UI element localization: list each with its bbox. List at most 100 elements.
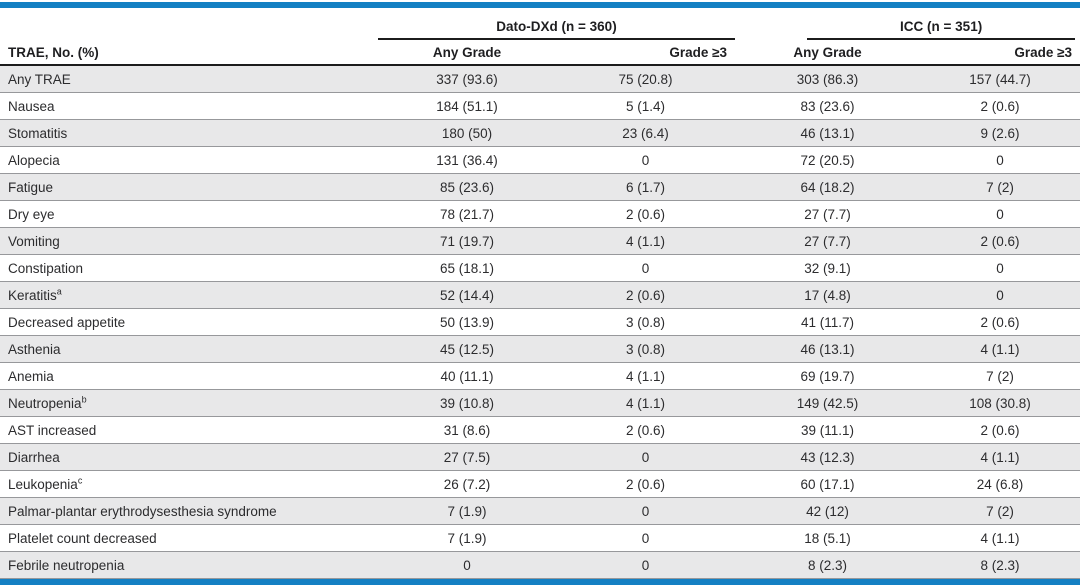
value-cell: 0 <box>920 281 1080 309</box>
table-row: Asthenia 45 (12.5) 3 (0.8) 46 (13.1) 4 (1.1) <box>0 335 1080 363</box>
trae-label: Stomatitis <box>0 119 378 147</box>
value-cell: 31 (8.6) <box>378 416 556 444</box>
table-row: Vomiting 71 (19.7) 4 (1.1) 27 (7.7) 2 (0.6) <box>0 227 1080 255</box>
value-cell: 0 <box>556 254 735 282</box>
value-cell: 7 (1.9) <box>378 497 556 525</box>
trae-label: Diarrhea <box>0 443 378 471</box>
table-row: Dry eye 78 (21.7) 2 (0.6) 27 (7.7) 0 <box>0 200 1080 228</box>
table-row: Diarrhea 27 (7.5) 0 43 (12.3) 4 (1.1) <box>0 443 1080 471</box>
value-cell: 0 <box>556 524 735 552</box>
group-header-spacer <box>0 8 378 40</box>
value-cell: 8 (2.3) <box>920 551 1080 579</box>
value-cell: 5 (1.4) <box>556 92 735 120</box>
value-cell: 7 (1.9) <box>378 524 556 552</box>
table-row: Neutropeniab 39 (10.8) 4 (1.1) 149 (42.5) 10… <box>0 389 1080 417</box>
value-cell: 78 (21.7) <box>378 200 556 228</box>
trae-label: Leukopeniac <box>0 470 378 498</box>
value-cell: 52 (14.4) <box>378 281 556 309</box>
value-cell: 3 (0.8) <box>556 308 735 336</box>
value-cell: 337 (93.6) <box>378 64 556 93</box>
value-cell: 72 (20.5) <box>735 146 920 174</box>
table-row: Constipation 65 (18.1) 0 32 (9.1) 0 <box>0 254 1080 282</box>
value-cell: 2 (0.6) <box>556 470 735 498</box>
trae-label: Platelet count decreased <box>0 524 378 552</box>
value-cell: 27 (7.7) <box>735 227 920 255</box>
trae-table-body: Any TRAE 337 (93.6) 75 (20.8) 303 (86.3) 157… <box>0 64 1080 579</box>
trae-label: Fatigue <box>0 173 378 201</box>
value-cell: 27 (7.7) <box>735 200 920 228</box>
value-cell: 2 (0.6) <box>920 308 1080 336</box>
table-row: Fatigue 85 (23.6) 6 (1.7) 64 (18.2) 7 (2) <box>0 173 1080 201</box>
table-row: Decreased appetite 50 (13.9) 3 (0.8) 41 (11… <box>0 308 1080 336</box>
row-header-label: TRAE, No. (%) <box>0 40 378 66</box>
value-cell: 83 (23.6) <box>735 92 920 120</box>
value-cell: 2 (0.6) <box>920 227 1080 255</box>
group-header-row: Dato-DXd (n = 360) ICC (n = 351) <box>0 8 1080 40</box>
value-cell: 85 (23.6) <box>378 173 556 201</box>
group-header-dato-dxd-label: Dato-DXd (n = 360) <box>378 19 735 40</box>
value-cell: 2 (0.6) <box>556 200 735 228</box>
value-cell: 7 (2) <box>920 362 1080 390</box>
value-cell: 65 (18.1) <box>378 254 556 282</box>
value-cell: 2 (0.6) <box>556 281 735 309</box>
value-cell: 4 (1.1) <box>556 362 735 390</box>
value-cell: 45 (12.5) <box>378 335 556 363</box>
trae-label: AST increased <box>0 416 378 444</box>
trae-table: Dato-DXd (n = 360) ICC (n = 351) TRAE, N… <box>0 8 1080 579</box>
value-cell: 9 (2.6) <box>920 119 1080 147</box>
value-cell: 303 (86.3) <box>735 64 920 93</box>
trae-label: Nausea <box>0 92 378 120</box>
trae-label: Palmar-plantar erythrodysesthesia syndro… <box>0 497 378 525</box>
value-cell: 40 (11.1) <box>378 362 556 390</box>
value-cell: 39 (10.8) <box>378 389 556 417</box>
value-cell: 69 (19.7) <box>735 362 920 390</box>
value-cell: 0 <box>556 497 735 525</box>
value-cell: 75 (20.8) <box>556 64 735 93</box>
value-cell: 43 (12.3) <box>735 443 920 471</box>
value-cell: 32 (9.1) <box>735 254 920 282</box>
value-cell: 0 <box>556 146 735 174</box>
trae-label: Dry eye <box>0 200 378 228</box>
value-cell: 7 (2) <box>920 173 1080 201</box>
footnote-marker: c <box>77 475 83 485</box>
value-cell: 184 (51.1) <box>378 92 556 120</box>
value-cell: 0 <box>920 146 1080 174</box>
table-row: Palmar-plantar erythrodysesthesia syndro… <box>0 497 1080 525</box>
footnote-marker: b <box>81 394 87 404</box>
col-header-icc-grade3: Grade ≥3 <box>920 40 1080 66</box>
value-cell: 24 (6.8) <box>920 470 1080 498</box>
table-row: Alopecia 131 (36.4) 0 72 (20.5) 0 <box>0 146 1080 174</box>
top-accent-bar <box>0 2 1080 8</box>
value-cell: 2 (0.6) <box>556 416 735 444</box>
value-cell: 23 (6.4) <box>556 119 735 147</box>
value-cell: 2 (0.6) <box>920 416 1080 444</box>
trae-label: Decreased appetite <box>0 308 378 336</box>
value-cell: 46 (13.1) <box>735 119 920 147</box>
table-row: AST increased 31 (8.6) 2 (0.6) 39 (11.1) 2 (… <box>0 416 1080 444</box>
group-header-dato-dxd: Dato-DXd (n = 360) <box>378 8 735 40</box>
value-cell: 8 (2.3) <box>735 551 920 579</box>
value-cell: 0 <box>556 551 735 579</box>
value-cell: 42 (12) <box>735 497 920 525</box>
table-row: Febrile neutropenia 0 0 8 (2.3) 8 (2.3) <box>0 551 1080 579</box>
value-cell: 64 (18.2) <box>735 173 920 201</box>
table-header: Dato-DXd (n = 360) ICC (n = 351) TRAE, N… <box>0 8 1080 66</box>
bottom-accent-bar <box>0 579 1080 585</box>
table-row: Nausea 184 (51.1) 5 (1.4) 83 (23.6) 2 (0.6) <box>0 92 1080 120</box>
footnote-marker: a <box>56 286 62 296</box>
value-cell: 71 (19.7) <box>378 227 556 255</box>
value-cell: 108 (30.8) <box>920 389 1080 417</box>
value-cell: 131 (36.4) <box>378 146 556 174</box>
value-cell: 46 (13.1) <box>735 335 920 363</box>
value-cell: 157 (44.7) <box>920 64 1080 93</box>
value-cell: 4 (1.1) <box>556 389 735 417</box>
trae-label: Asthenia <box>0 335 378 363</box>
table-row: Leukopeniac 26 (7.2) 2 (0.6) 60 (17.1) 24 (6… <box>0 470 1080 498</box>
value-cell: 41 (11.7) <box>735 308 920 336</box>
value-cell: 2 (0.6) <box>920 92 1080 120</box>
value-cell: 3 (0.8) <box>556 335 735 363</box>
value-cell: 4 (1.1) <box>920 524 1080 552</box>
group-header-icc-label: ICC (n = 351) <box>807 19 1075 40</box>
value-cell: 7 (2) <box>920 497 1080 525</box>
